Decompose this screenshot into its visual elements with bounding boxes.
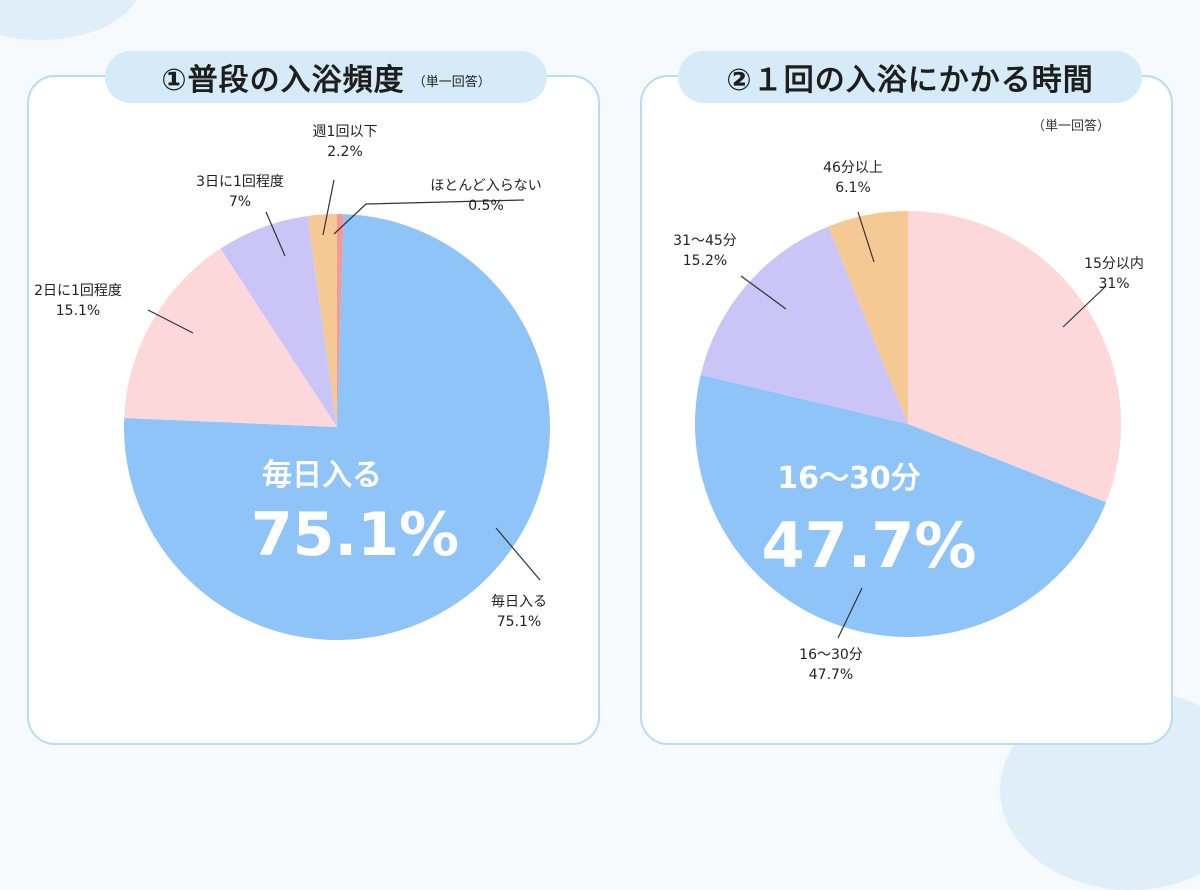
slice-label: 31〜45分	[673, 233, 737, 249]
pie-slice	[307, 214, 337, 427]
leader-line	[265, 211, 286, 257]
slice-label: 毎日入る	[491, 594, 547, 610]
pie-slice	[908, 211, 1121, 503]
pie-slice	[337, 214, 344, 427]
slice-percent: 2.2%	[327, 144, 363, 160]
leader-line	[333, 199, 525, 235]
slice-label: 46分以上	[823, 160, 883, 176]
slice-label: ほとんど入らない	[430, 178, 542, 194]
slice-percent: 31%	[1098, 276, 1129, 292]
slice-label: 15分以内	[1084, 256, 1144, 272]
slice-percent: 15.2%	[683, 253, 727, 269]
leader-line	[322, 179, 335, 236]
slice-percent: 75.1%	[497, 614, 541, 630]
pie-slice	[700, 226, 908, 424]
slice-percent: 0.5%	[468, 198, 504, 214]
pie-slice	[220, 216, 337, 427]
slice-label: 16〜30分	[799, 647, 863, 663]
pie-slice	[828, 211, 908, 424]
duration-title-text: ②１回の入浴にかかる時間	[726, 63, 1094, 98]
pie-slice	[695, 374, 1107, 637]
pie-slice	[123, 214, 550, 641]
leader-line	[857, 211, 875, 263]
slice-label: 2日に1回程度	[34, 283, 122, 299]
leader-line	[495, 527, 541, 581]
leader-line	[1062, 285, 1107, 328]
frequency-title: ①普段の入浴頻度 （単一回答）	[105, 51, 547, 103]
frequency-title-note: （単一回答）	[412, 74, 491, 90]
frequency-pie: ほとんど入らない 0.5% 毎日入る 75.1% 2日に1回程度 15.1% 3日に1回程度…	[34, 124, 550, 641]
duration-center-value: 47.7%	[761, 509, 976, 582]
frequency-center-label: 毎日入る	[262, 458, 382, 493]
slice-percent: 47.7%	[809, 667, 853, 683]
leader-line	[837, 587, 863, 639]
slice-percent: 6.1%	[835, 180, 871, 196]
leader-line	[740, 275, 787, 310]
duration-title-note: （単一回答）	[1032, 119, 1111, 134]
frequency-title-text: ①普段の入浴頻度	[161, 63, 405, 98]
pie-charts: ほとんど入らない 0.5% 毎日入る 75.1% 2日に1回程度 15.1% 3日に1回程度…	[34, 124, 1144, 683]
slice-label: 週1回以下	[313, 124, 378, 140]
pie-slice	[124, 248, 337, 427]
slice-label: 3日に1回程度	[196, 174, 284, 190]
duration-pie: 15分以内 31% 16〜30分 47.7% 31〜45分 15.2% 46分以上 6.1%	[673, 160, 1144, 683]
slice-percent: 15.1%	[56, 303, 100, 319]
frequency-center-value: 75.1%	[251, 500, 459, 570]
slice-percent: 7%	[229, 194, 251, 210]
duration-center-label: 16〜30分	[777, 461, 921, 496]
leader-line	[147, 309, 194, 334]
duration-title: ②１回の入浴にかかる時間	[678, 51, 1142, 103]
